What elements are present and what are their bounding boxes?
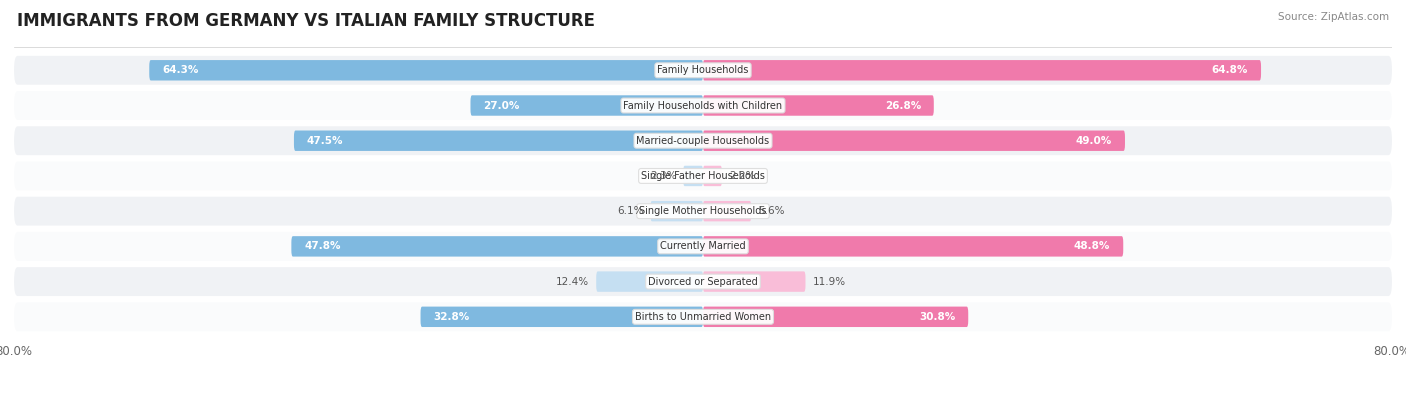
- FancyBboxPatch shape: [14, 162, 1392, 190]
- Text: Divorced or Separated: Divorced or Separated: [648, 276, 758, 287]
- FancyBboxPatch shape: [596, 271, 703, 292]
- Text: 26.8%: 26.8%: [884, 100, 921, 111]
- FancyBboxPatch shape: [14, 126, 1392, 155]
- FancyBboxPatch shape: [703, 201, 751, 221]
- Text: Single Mother Households: Single Mother Households: [640, 206, 766, 216]
- Text: 2.3%: 2.3%: [650, 171, 676, 181]
- Text: 5.6%: 5.6%: [758, 206, 785, 216]
- FancyBboxPatch shape: [14, 232, 1392, 261]
- FancyBboxPatch shape: [14, 91, 1392, 120]
- Text: 64.8%: 64.8%: [1212, 65, 1249, 75]
- Text: Source: ZipAtlas.com: Source: ZipAtlas.com: [1278, 12, 1389, 22]
- Text: 64.3%: 64.3%: [162, 65, 198, 75]
- FancyBboxPatch shape: [651, 201, 703, 221]
- FancyBboxPatch shape: [703, 166, 721, 186]
- Text: 11.9%: 11.9%: [813, 276, 845, 287]
- FancyBboxPatch shape: [14, 302, 1392, 331]
- Text: Single Father Households: Single Father Households: [641, 171, 765, 181]
- FancyBboxPatch shape: [14, 267, 1392, 296]
- Text: 47.5%: 47.5%: [307, 136, 343, 146]
- FancyBboxPatch shape: [703, 95, 934, 116]
- FancyBboxPatch shape: [291, 236, 703, 257]
- Text: Currently Married: Currently Married: [661, 241, 745, 251]
- Text: 49.0%: 49.0%: [1076, 136, 1112, 146]
- Text: 47.8%: 47.8%: [304, 241, 340, 251]
- FancyBboxPatch shape: [471, 95, 703, 116]
- FancyBboxPatch shape: [703, 271, 806, 292]
- FancyBboxPatch shape: [149, 60, 703, 81]
- Text: 27.0%: 27.0%: [484, 100, 520, 111]
- FancyBboxPatch shape: [420, 307, 703, 327]
- Text: 30.8%: 30.8%: [920, 312, 955, 322]
- Text: 32.8%: 32.8%: [433, 312, 470, 322]
- Legend: Immigrants from Germany, Italian: Immigrants from Germany, Italian: [572, 393, 834, 395]
- FancyBboxPatch shape: [703, 307, 969, 327]
- FancyBboxPatch shape: [703, 130, 1125, 151]
- Text: Married-couple Households: Married-couple Households: [637, 136, 769, 146]
- Text: 2.2%: 2.2%: [728, 171, 755, 181]
- FancyBboxPatch shape: [703, 60, 1261, 81]
- Text: IMMIGRANTS FROM GERMANY VS ITALIAN FAMILY STRUCTURE: IMMIGRANTS FROM GERMANY VS ITALIAN FAMIL…: [17, 12, 595, 30]
- FancyBboxPatch shape: [14, 56, 1392, 85]
- FancyBboxPatch shape: [683, 166, 703, 186]
- Text: Family Households: Family Households: [658, 65, 748, 75]
- Text: 12.4%: 12.4%: [557, 276, 589, 287]
- FancyBboxPatch shape: [703, 236, 1123, 257]
- Text: 6.1%: 6.1%: [617, 206, 644, 216]
- FancyBboxPatch shape: [294, 130, 703, 151]
- Text: Births to Unmarried Women: Births to Unmarried Women: [636, 312, 770, 322]
- Text: Family Households with Children: Family Households with Children: [623, 100, 783, 111]
- FancyBboxPatch shape: [14, 197, 1392, 226]
- Text: 48.8%: 48.8%: [1074, 241, 1111, 251]
